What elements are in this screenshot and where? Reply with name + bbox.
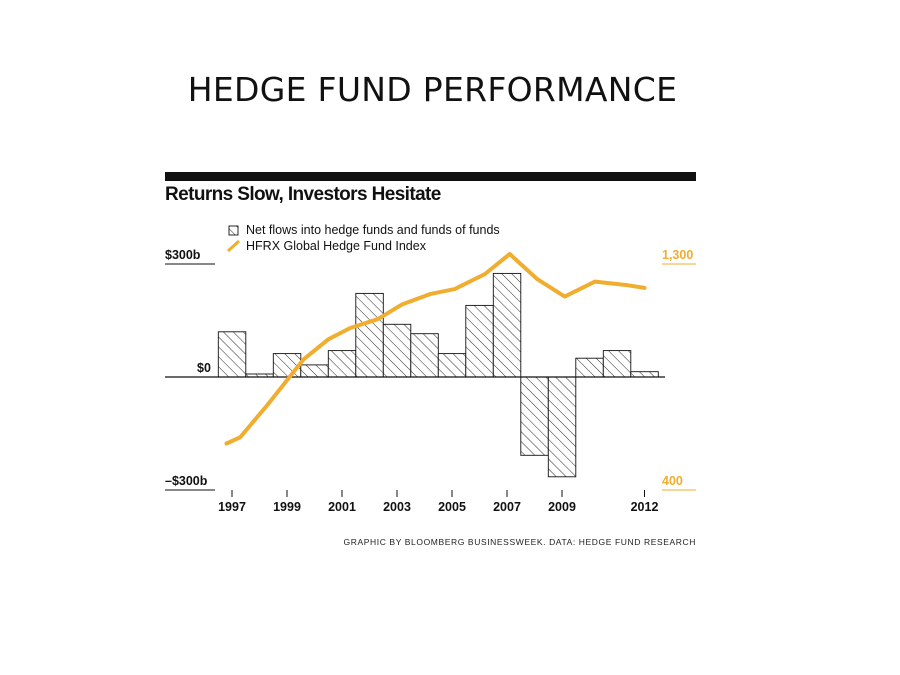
bar-2001 — [327, 350, 357, 378]
source-credit: GRAPHIC BY BLOOMBERG BUSINESSWEEK. DATA:… — [344, 537, 696, 547]
x-tick-label-1999: 1999 — [273, 500, 301, 514]
bar-2006 — [465, 304, 494, 378]
legend-label-net-flows: Net flows into hedge funds and funds of … — [246, 223, 500, 237]
index-line — [224, 252, 647, 446]
hatched-box-icon — [228, 225, 239, 236]
x-tick-label-1997: 1997 — [218, 500, 246, 514]
legend: Net flows into hedge funds and funds of … — [226, 223, 500, 253]
legend-label-hfrx-index: HFRX Global Hedge Fund Index — [246, 239, 427, 253]
x-axis: 1997 1999 2001 2003 2005 2007 2009 2012 — [218, 490, 658, 514]
top-rule — [165, 172, 696, 181]
x-tick-label-2009: 2009 — [548, 500, 576, 514]
bar-2000 — [300, 364, 329, 378]
x-tick-label-2005: 2005 — [438, 500, 466, 514]
bar-2003 — [382, 323, 412, 378]
bars — [217, 272, 659, 478]
x-tick-label-2001: 2001 — [328, 500, 356, 514]
left-axis-label-bottom: –$300b — [165, 474, 208, 488]
bar-2009 — [547, 376, 577, 478]
chart-title: Returns Slow, Investors Hesitate — [165, 184, 441, 205]
right-axis-label-top: 1,300 — [662, 248, 693, 262]
x-tick-label-2007: 2007 — [493, 500, 521, 514]
left-axis-label-zero: $0 — [197, 361, 211, 375]
bar-2005 — [437, 353, 467, 378]
bar-2008 — [520, 376, 549, 456]
bar-1997 — [217, 331, 247, 378]
bar-2010 — [575, 357, 604, 378]
left-axis: $300b $0 –$300b — [165, 248, 215, 491]
orange-line-icon — [226, 239, 241, 253]
bar-2007 — [492, 272, 522, 378]
hfrx-index-line — [224, 252, 647, 446]
right-axis-label-bottom: 400 — [662, 474, 683, 488]
bar-2011 — [602, 350, 632, 378]
x-tick-label-2003: 2003 — [383, 500, 411, 514]
bar-2002 — [355, 292, 384, 378]
left-axis-label-top: $300b — [165, 248, 201, 262]
bar-2004 — [410, 333, 439, 378]
slide-title: HEDGE FUND PERFORMANCE — [187, 70, 678, 109]
right-axis: 1,300 400 — [662, 248, 696, 491]
x-tick-label-2012: 2012 — [631, 500, 659, 514]
bar-2012 — [630, 371, 659, 378]
